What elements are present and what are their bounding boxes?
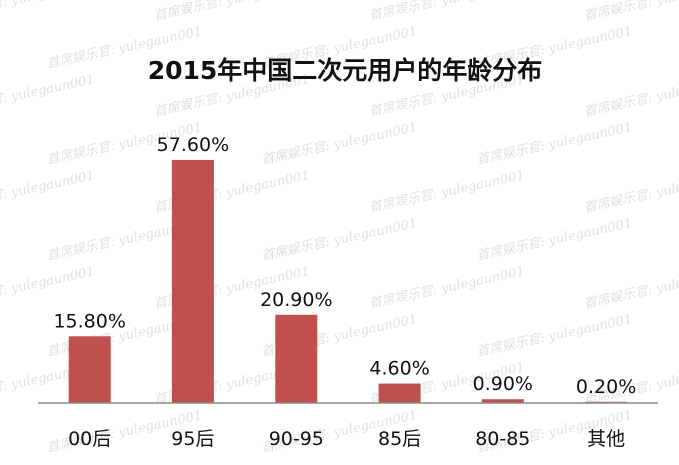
labels-layer: 15.80% 57.60% 20.90% 4.60% 0.90% 0.20% <box>53 134 636 398</box>
bar <box>68 336 111 403</box>
x-tick-label: 其他 <box>587 428 625 450</box>
watermark-text: 首席娱乐官: yulegaun001 <box>153 0 312 24</box>
watermark-text: 首席娱乐官: yulegaun001 <box>583 167 679 216</box>
watermark-text: 首席娱乐官: yulegaun001 <box>260 215 419 264</box>
watermark-text: 首席娱乐官: yulegaun001 <box>260 119 419 168</box>
data-label: 57.60% <box>157 134 229 156</box>
ticks-layer: 00后 95后 90-95 85后 80-85 其他 <box>68 428 625 450</box>
bar <box>378 383 421 403</box>
data-label: 4.60% <box>369 358 429 380</box>
watermark-text: 首席娱乐官: yulegaun001 <box>0 71 96 120</box>
bar <box>275 314 318 403</box>
data-label: 15.80% <box>53 310 125 332</box>
bar <box>481 399 524 403</box>
bar <box>171 159 214 403</box>
chart-title: 2015年中国二次元用户的年龄分布 <box>148 56 543 85</box>
watermark-text: 首席娱乐官: yulegaun001 <box>0 263 96 312</box>
x-tick-label: 95后 <box>171 428 214 450</box>
data-label: 20.90% <box>260 289 332 311</box>
bars-layer <box>68 159 628 403</box>
x-tick-label: 90-95 <box>269 428 324 450</box>
data-label: 0.90% <box>473 373 533 395</box>
watermark-text: 首席娱乐官: yulegaun001 <box>475 119 634 168</box>
data-label: 0.20% <box>576 376 636 398</box>
watermark-text: 首席娱乐官: yulegaun001 <box>368 0 527 24</box>
watermark-text: 首席娱乐官: yulegaun001 <box>475 311 634 360</box>
watermark-text: 首席娱乐官: yulegaun001 <box>475 215 634 264</box>
x-tick-label: 00后 <box>68 428 111 450</box>
watermark-text: 首席娱乐官: yulegaun001 <box>583 263 679 312</box>
x-tick-label: 85后 <box>378 428 421 450</box>
watermark-text: 首席娱乐官: yulegaun001 <box>368 167 527 216</box>
watermark-text: 首席娱乐官: yulegaun001 <box>368 263 527 312</box>
x-tick-label: 80-85 <box>475 428 530 450</box>
watermark-text: 首席娱乐官: yulegaun001 <box>0 167 96 216</box>
watermark-text: 首席娱乐官: yulegaun001 <box>0 0 96 24</box>
watermark-text: 首席娱乐官: yulegaun001 <box>583 0 679 24</box>
watermark-text: 首席娱乐官: yulegaun001 <box>583 71 679 120</box>
